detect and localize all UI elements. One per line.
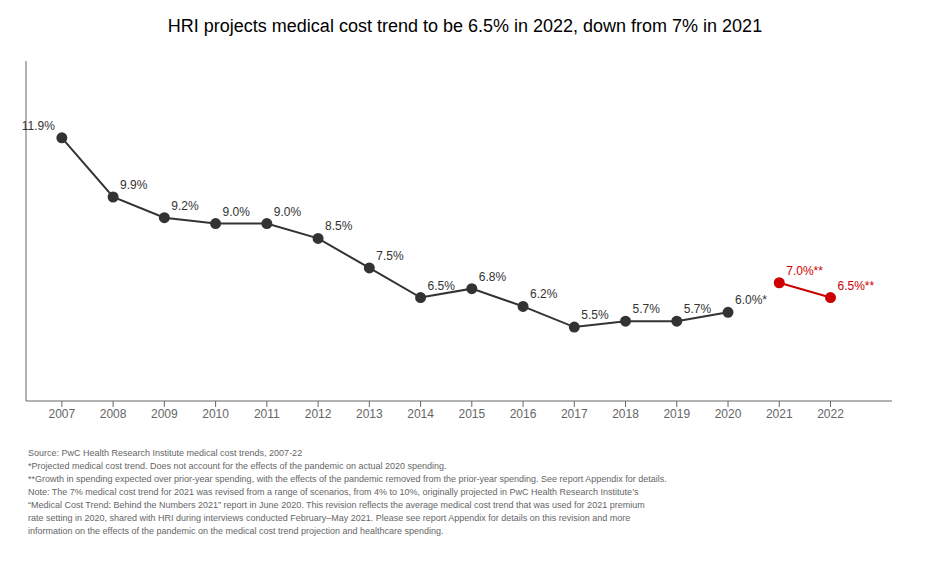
svg-text:9.0%: 9.0% xyxy=(274,205,302,219)
svg-text:6.0%*: 6.0%* xyxy=(735,293,767,307)
svg-text:8.5%: 8.5% xyxy=(325,219,353,233)
svg-text:2022: 2022 xyxy=(817,407,844,421)
svg-text:7.5%: 7.5% xyxy=(376,249,404,263)
svg-text:2021: 2021 xyxy=(766,407,793,421)
svg-text:6.5%: 6.5% xyxy=(428,279,456,293)
svg-text:5.7%: 5.7% xyxy=(633,302,661,316)
svg-text:9.2%: 9.2% xyxy=(171,199,199,213)
svg-text:2019: 2019 xyxy=(663,407,690,421)
svg-text:7.0%**: 7.0%** xyxy=(786,264,823,278)
svg-text:9.0%: 9.0% xyxy=(223,205,251,219)
html-text:**Growth in spending expected: **Growth in spending expected over prior… xyxy=(28,474,667,484)
html-text:HRI projects medical cost tren: HRI projects medical cost trend to be 6.… xyxy=(167,16,763,36)
svg-text:2011: 2011 xyxy=(254,407,280,421)
html-text:*Projected medical cost trend.: *Projected medical cost trend. Does not … xyxy=(28,461,447,471)
svg-text:2007: 2007 xyxy=(49,407,76,421)
html-text:information on the effects of: information on the effects of the pandem… xyxy=(28,526,444,536)
svg-text:2014: 2014 xyxy=(407,407,434,421)
html-text:Source: PwC Health Research In: Source: PwC Health Research Institute me… xyxy=(28,448,303,458)
svg-text:2018: 2018 xyxy=(612,407,639,421)
svg-text:5.5%: 5.5% xyxy=(581,308,609,322)
html-text:rate setting in 2020, shared w: rate setting in 2020, shared with HRI du… xyxy=(28,513,631,523)
svg-text:2020: 2020 xyxy=(715,407,742,421)
svg-text:2009: 2009 xyxy=(151,407,178,421)
html-text:Note: The 7% medical cost tren: Note: The 7% medical cost trend for 2021… xyxy=(28,487,639,497)
svg-text:2017: 2017 xyxy=(561,407,588,421)
svg-text:2012: 2012 xyxy=(305,407,332,421)
svg-text:5.7%: 5.7% xyxy=(684,302,712,316)
svg-text:9.9%: 9.9% xyxy=(120,178,148,192)
svg-text:2015: 2015 xyxy=(458,407,485,421)
svg-text:6.2%: 6.2% xyxy=(530,287,558,301)
svg-text:6.8%: 6.8% xyxy=(479,270,507,284)
svg-text:2016: 2016 xyxy=(510,407,537,421)
svg-text:2008: 2008 xyxy=(100,407,127,421)
svg-text:11.9%: 11.9% xyxy=(22,119,55,133)
html-text:“Medical Cost Trend: Behind th: “Medical Cost Trend: Behind the Numbers … xyxy=(28,500,645,510)
svg-text:2010: 2010 xyxy=(202,407,229,421)
svg-text:2013: 2013 xyxy=(356,407,383,421)
svg-text:6.5%**: 6.5%** xyxy=(838,279,875,293)
